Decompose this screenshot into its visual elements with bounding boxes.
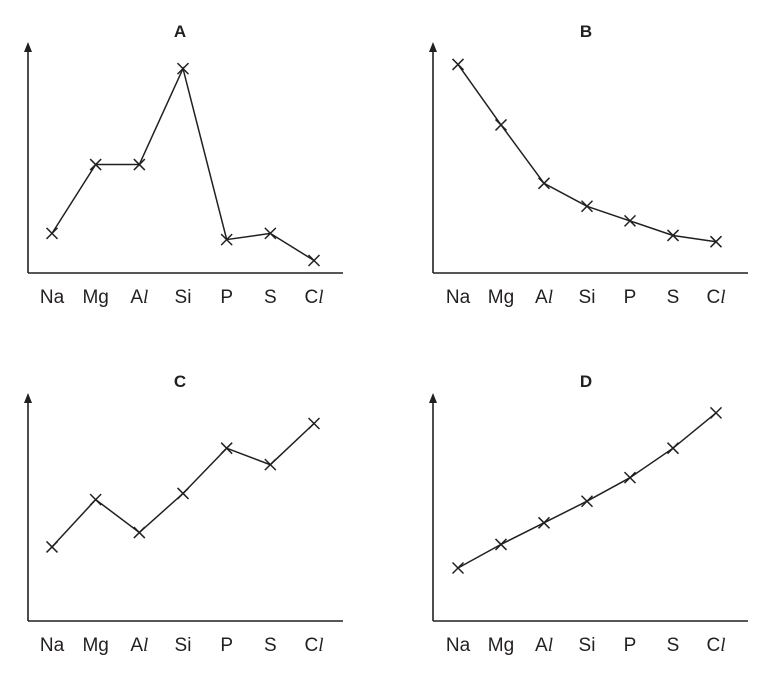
data-point: [580, 495, 594, 508]
chart-title: C: [174, 372, 186, 391]
x-tick-label: Si: [175, 287, 192, 308]
x-tick-label: Si: [175, 635, 192, 656]
data-point: [666, 442, 680, 455]
x-tick-label: P: [624, 635, 637, 656]
x-tick-label: P: [220, 635, 233, 656]
data-point: [220, 233, 233, 246]
x-tick-label: Si: [579, 635, 596, 656]
x-tick-label: P: [220, 287, 233, 308]
y-axis-arrow: [24, 42, 32, 52]
x-tick-label: S: [667, 287, 680, 308]
data-point: [133, 158, 146, 171]
data-point: [45, 227, 59, 240]
x-tick-label: Na: [40, 287, 65, 308]
x-tick-label: Mg: [488, 635, 514, 656]
data-point: [537, 516, 551, 529]
x-tick-label: Na: [40, 635, 65, 656]
chart-title: A: [174, 22, 186, 41]
x-tick-label: Na: [446, 635, 471, 656]
chart-panel-a: A Na Mg Al Si P S Cl: [24, 22, 343, 308]
x-tick-label: Cl: [304, 635, 323, 656]
x-tick-label: Al: [130, 635, 148, 656]
series-line: [457, 412, 717, 569]
series-line: [51, 422, 315, 548]
data-point: [176, 62, 190, 75]
chart-title: D: [580, 372, 592, 391]
data-point: [89, 158, 102, 171]
chart-title: B: [580, 22, 592, 41]
x-tick-label: Cl: [706, 635, 725, 656]
x-tick-label: S: [264, 635, 277, 656]
data-point: [494, 538, 508, 551]
y-axis-arrow: [24, 393, 32, 403]
data-point: [580, 200, 594, 213]
x-tick-label: Mg: [488, 287, 514, 308]
x-tick-label: Mg: [82, 635, 108, 656]
x-tick-label: Al: [535, 635, 553, 656]
series-line: [457, 63, 717, 243]
x-tick-label: Al: [130, 287, 148, 308]
data-point: [307, 254, 321, 267]
data-point: [307, 417, 321, 430]
chart-panel-d: D Na Mg Al Si P S Cl: [429, 372, 748, 656]
x-tick-label: S: [264, 287, 277, 308]
data-point: [133, 526, 146, 539]
data-point: [45, 540, 59, 553]
x-tick-label: Al: [535, 287, 553, 308]
x-tick-label: Na: [446, 287, 471, 308]
data-point: [176, 487, 190, 500]
data-point: [623, 471, 637, 484]
x-tick-label: Cl: [706, 287, 725, 308]
x-tick-label: Mg: [82, 287, 108, 308]
data-point: [709, 235, 723, 248]
data-point: [666, 229, 680, 242]
x-tick-label: S: [667, 635, 680, 656]
data-point: [451, 561, 465, 575]
data-point: [89, 493, 102, 506]
chart-panel-c: C Na Mg Al Si P S Cl: [24, 372, 343, 656]
y-axis-arrow: [429, 42, 437, 52]
x-tick-label: Si: [579, 287, 596, 308]
x-tick-label: Cl: [304, 287, 323, 308]
data-point: [537, 177, 551, 190]
data-point: [264, 458, 277, 471]
data-point: [623, 214, 637, 227]
x-tick-label: P: [624, 287, 637, 308]
data-point: [709, 406, 723, 419]
series-line: [51, 66, 315, 262]
data-point: [494, 118, 508, 131]
data-point: [451, 58, 465, 71]
data-point: [220, 442, 233, 455]
y-axis-arrow: [429, 393, 437, 403]
chart-panel-b: B Na Mg Al Si P S Cl: [429, 22, 748, 308]
data-point: [264, 227, 277, 240]
